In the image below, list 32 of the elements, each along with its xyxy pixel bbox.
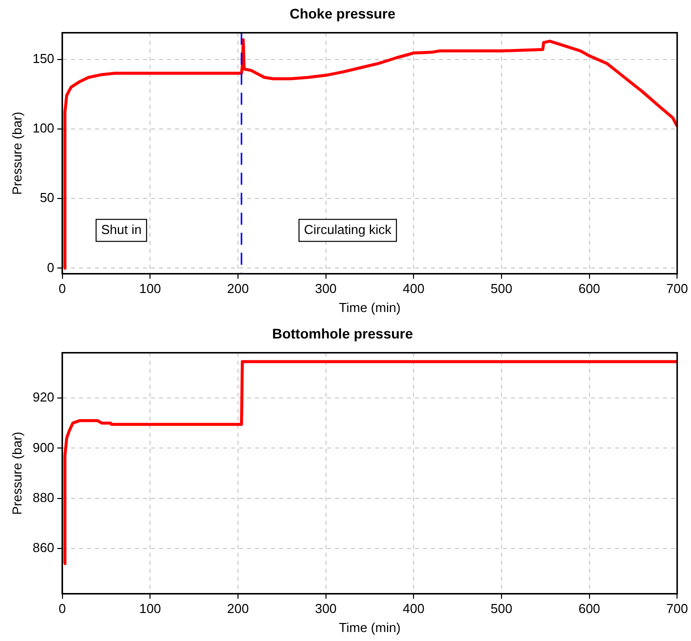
x-axis-title: Time (min) [338, 300, 401, 315]
x-tick-label: 0 [58, 281, 66, 296]
x-tick-label: 100 [139, 281, 161, 296]
y-axis-title: Pressure (bar) [9, 432, 24, 515]
x-tick-label: 100 [139, 601, 161, 616]
y-tick-label: 920 [32, 390, 54, 405]
y-tick-label: 50 [40, 190, 54, 206]
y-tick-label: 0 [47, 260, 54, 275]
x-tick-label: 200 [227, 281, 249, 296]
x-tick-label: 0 [58, 601, 66, 616]
x-tick-label: 600 [578, 281, 600, 296]
x-tick-label: 700 [666, 601, 688, 616]
x-tick-label: 400 [402, 281, 424, 296]
x-tick-label: 200 [227, 601, 249, 616]
x-tick-label: 300 [314, 281, 337, 296]
x-tick-label: 500 [490, 281, 512, 296]
annotation: Shut in [101, 222, 142, 237]
x-tick-label: 600 [578, 601, 600, 616]
chart-title: Choke pressure [290, 5, 396, 22]
x-tick-label: 400 [402, 601, 424, 616]
x-axis-title: Time (min) [338, 620, 401, 635]
y-tick-label: 880 [32, 490, 54, 505]
y-tick-label: 860 [32, 540, 54, 556]
x-tick-label: 700 [666, 281, 688, 296]
y-tick-label: 900 [32, 440, 54, 455]
x-tick-label: 300 [314, 601, 337, 616]
y-tick-label: 100 [32, 120, 54, 136]
x-tick-label: 500 [490, 601, 512, 616]
y-axis-title: Pressure (bar) [9, 112, 24, 195]
annotation: Circulating kick [304, 222, 392, 237]
chart-title: Bottomhole pressure [272, 325, 414, 342]
y-tick-label: 150 [32, 50, 54, 66]
